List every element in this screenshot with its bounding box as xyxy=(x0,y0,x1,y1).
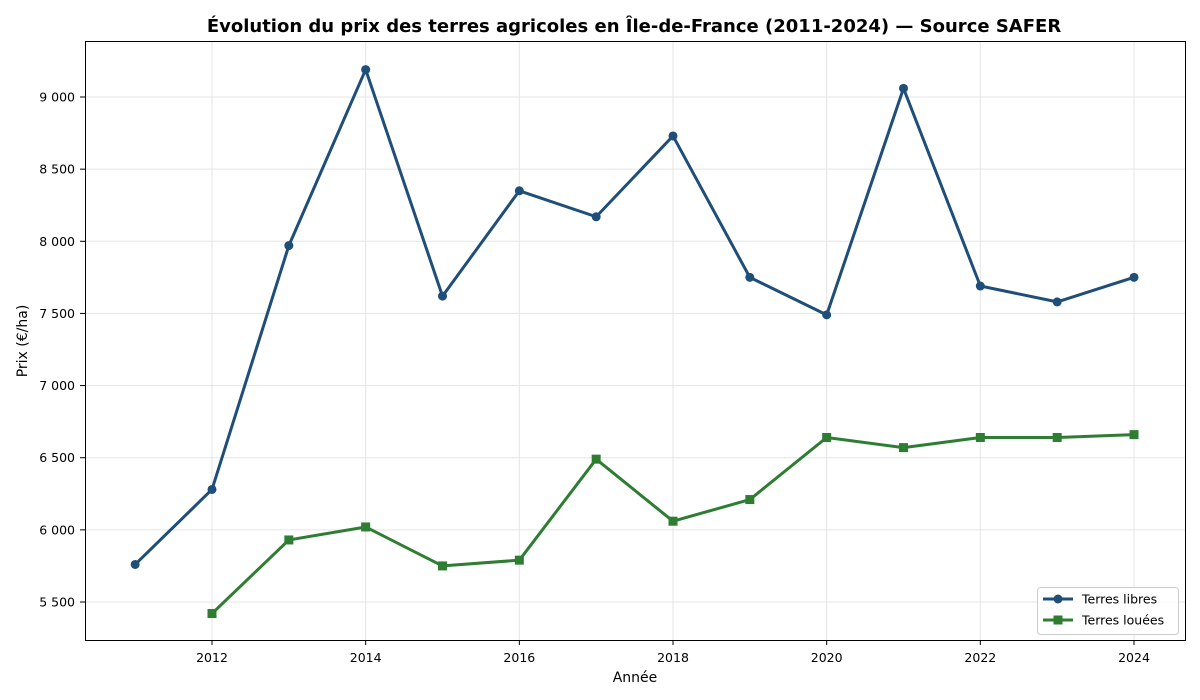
data-point xyxy=(975,281,985,291)
data-point xyxy=(975,433,985,443)
data-point xyxy=(130,559,140,569)
legend-label: Terres louées xyxy=(1081,613,1164,628)
legend: Terres libres Terres louées xyxy=(1037,587,1179,635)
data-point xyxy=(668,131,678,141)
grid-lines xyxy=(85,41,1185,640)
data-point xyxy=(361,65,371,75)
data-point xyxy=(668,516,678,526)
y-tick-label: 8 000 xyxy=(39,234,75,249)
data-point xyxy=(1129,430,1139,440)
x-tick-label: 2024 xyxy=(1118,650,1150,665)
x-tick-label: 2020 xyxy=(811,650,843,665)
y-axis-label: Prix (€/ha) xyxy=(15,305,31,378)
series-group xyxy=(130,65,1139,619)
series-line-0 xyxy=(134,68,1135,566)
y-tick-label: 8 500 xyxy=(39,162,75,177)
data-point xyxy=(745,272,755,282)
data-point xyxy=(1052,433,1062,443)
legend-marker-icon xyxy=(1053,615,1063,625)
y-tick-label: 5 500 xyxy=(39,595,75,610)
data-point xyxy=(438,291,447,301)
data-point xyxy=(284,535,294,545)
data-point xyxy=(514,555,524,565)
data-point xyxy=(822,433,832,443)
legend-marker-icon xyxy=(1053,594,1063,604)
legend-label: Terres libres xyxy=(1081,592,1157,607)
y-tick-label: 9 000 xyxy=(39,90,75,105)
x-tick-label: 2012 xyxy=(196,650,228,665)
data-point xyxy=(899,83,908,93)
x-tick-label: 2022 xyxy=(964,650,996,665)
data-point xyxy=(745,495,755,505)
y-tick-label: 6 000 xyxy=(39,522,75,537)
y-tick-label: 7 500 xyxy=(39,306,75,321)
x-tick-label: 2018 xyxy=(657,650,689,665)
data-point xyxy=(284,241,294,251)
data-point xyxy=(591,212,601,222)
x-axis-label: Année xyxy=(613,670,658,686)
data-point xyxy=(899,443,908,453)
x-axis-ticks: 2012 2014 2016 2018 2020 2022 2024 xyxy=(196,640,1150,665)
x-tick-label: 2014 xyxy=(350,650,382,665)
x-tick-label: 2016 xyxy=(503,650,535,665)
data-point xyxy=(438,561,447,571)
data-point xyxy=(514,186,524,196)
y-axis-ticks: 5 500 6 000 6 500 7 000 7 500 8 000 8 500 9 000 xyxy=(39,90,85,610)
data-point xyxy=(822,310,832,320)
y-tick-label: 7 000 xyxy=(39,378,75,393)
data-point xyxy=(207,609,217,619)
chart-title: Évolution du prix des terres agricoles e… xyxy=(207,15,1062,37)
data-point xyxy=(1129,272,1139,282)
data-point xyxy=(207,484,217,494)
data-point xyxy=(1052,297,1062,307)
plot-frame xyxy=(85,41,1186,641)
data-point xyxy=(361,522,371,532)
data-point xyxy=(591,454,601,464)
y-tick-label: 6 500 xyxy=(39,450,75,465)
